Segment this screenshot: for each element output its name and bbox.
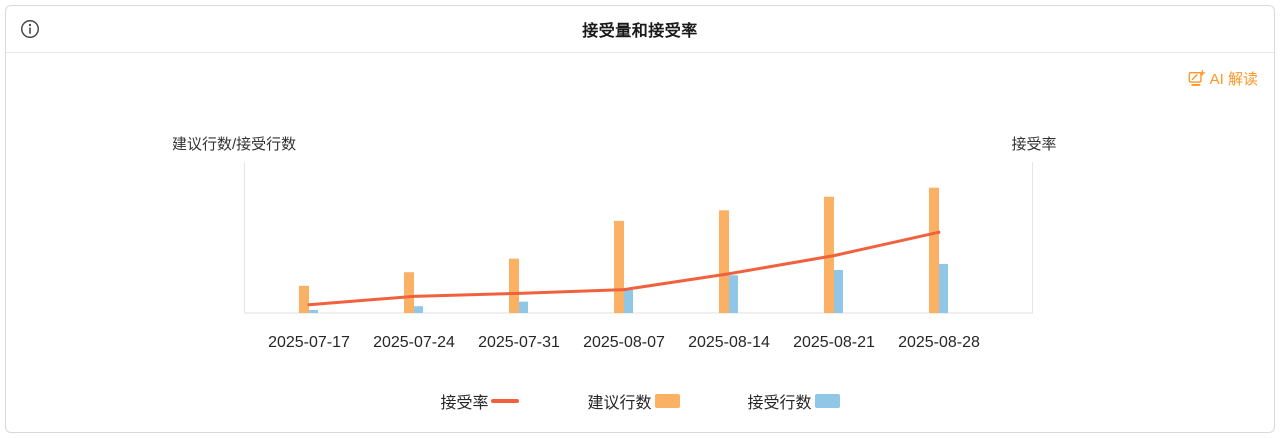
legend-label: 接受行数 xyxy=(747,395,812,412)
legend-label: 接受率 xyxy=(440,395,489,412)
bar-接受行数[interactable] xyxy=(414,306,423,313)
bar-建议行数[interactable] xyxy=(824,196,834,313)
ai-interpret-link[interactable]: AI 解读 xyxy=(1188,68,1258,89)
legend-swatch-bar xyxy=(654,394,680,408)
left-axis-title: 建议行数/接受行数 xyxy=(172,136,297,153)
info-icon-glyph xyxy=(21,20,39,38)
bar-接受行数[interactable] xyxy=(309,309,318,313)
legend-swatch-bar xyxy=(814,394,840,408)
bar-接受行数[interactable] xyxy=(729,275,738,313)
card-header: 接受量和接受率 xyxy=(6,6,1274,53)
bar-建议行数[interactable] xyxy=(719,210,729,313)
plot-area xyxy=(244,162,1033,314)
legend-item-bar-1[interactable]: 建议行数 xyxy=(587,389,680,413)
chart-body: AI 解读 建议行数/接受行数 接受率 2025-07-17 2025-07-24… xyxy=(6,53,1274,432)
chart-card: 接受量和接受率 AI 解读 建议行数/接受行数 接受率 2025-07-17 20… xyxy=(5,5,1275,433)
rate-line[interactable] xyxy=(307,230,941,307)
x-axis-label: 2025-07-31 xyxy=(478,334,560,351)
x-axis-label: 2025-08-28 xyxy=(898,334,980,351)
right-axis-title: 接受率 xyxy=(1011,136,1057,153)
legend-label: 建议行数 xyxy=(587,395,652,412)
x-axis-label: 2025-07-24 xyxy=(373,334,455,351)
x-axis-label: 2025-08-14 xyxy=(688,334,770,351)
legend-item-bar-2[interactable]: 接受行数 xyxy=(748,389,840,413)
bar-建议行数[interactable] xyxy=(299,285,309,313)
page-title: 接受量和接受率 xyxy=(582,23,698,40)
bar-接受行数[interactable] xyxy=(519,301,528,313)
x-axis-label: 2025-08-07 xyxy=(583,334,665,351)
bar-建议行数[interactable] xyxy=(614,220,624,313)
ai-interpret-label: AI 解读 xyxy=(1209,71,1258,88)
x-axis-label: 2025-07-17 xyxy=(268,334,350,351)
bar-建议行数[interactable] xyxy=(509,258,519,313)
bar-建议行数[interactable] xyxy=(404,272,414,313)
bar-接受行数[interactable] xyxy=(624,289,633,313)
info-icon[interactable] xyxy=(19,18,41,40)
legend-swatch-line xyxy=(491,399,520,403)
legend: 接受率 建议行数 接受行数 xyxy=(6,389,1274,413)
bar-接受行数[interactable] xyxy=(834,269,843,313)
ai-interpret-icon xyxy=(1188,70,1205,86)
bar-接受行数[interactable] xyxy=(939,263,948,313)
legend-item-line-0[interactable]: 接受率 xyxy=(440,389,520,413)
bar-建议行数[interactable] xyxy=(929,187,939,313)
x-axis-label: 2025-08-21 xyxy=(793,334,875,351)
